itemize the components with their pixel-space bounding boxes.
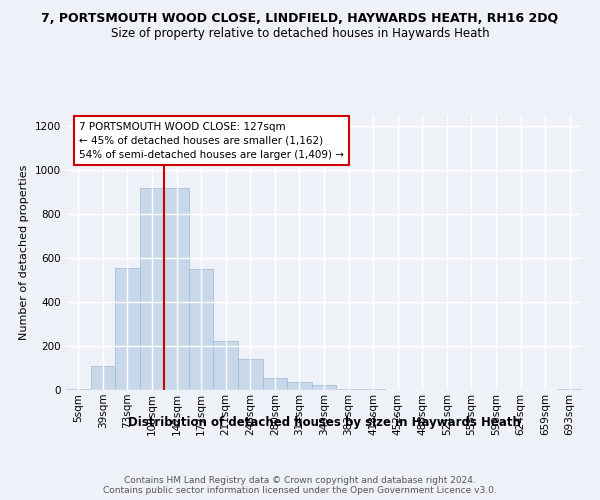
Bar — [557, 389, 582, 390]
Bar — [361, 389, 385, 390]
Bar — [287, 382, 312, 390]
Text: 7 PORTSMOUTH WOOD CLOSE: 127sqm
← 45% of detached houses are smaller (1,162)
54%: 7 PORTSMOUTH WOOD CLOSE: 127sqm ← 45% of… — [79, 122, 344, 160]
Bar — [238, 359, 263, 390]
Bar — [336, 389, 361, 390]
Bar — [140, 188, 164, 390]
Y-axis label: Number of detached properties: Number of detached properties — [19, 165, 29, 340]
Bar — [189, 269, 214, 390]
Bar — [91, 366, 115, 390]
Text: 7, PORTSMOUTH WOOD CLOSE, LINDFIELD, HAYWARDS HEATH, RH16 2DQ: 7, PORTSMOUTH WOOD CLOSE, LINDFIELD, HAY… — [41, 12, 559, 26]
Bar — [164, 188, 189, 390]
Text: Contains HM Land Registry data © Crown copyright and database right 2024.
Contai: Contains HM Land Registry data © Crown c… — [103, 476, 497, 495]
Text: Distribution of detached houses by size in Haywards Heath: Distribution of detached houses by size … — [128, 416, 520, 429]
Bar — [115, 268, 140, 390]
Bar — [214, 340, 238, 390]
Bar — [312, 384, 336, 390]
Bar — [66, 389, 91, 390]
Bar — [263, 378, 287, 390]
Text: Size of property relative to detached houses in Haywards Heath: Size of property relative to detached ho… — [110, 28, 490, 40]
